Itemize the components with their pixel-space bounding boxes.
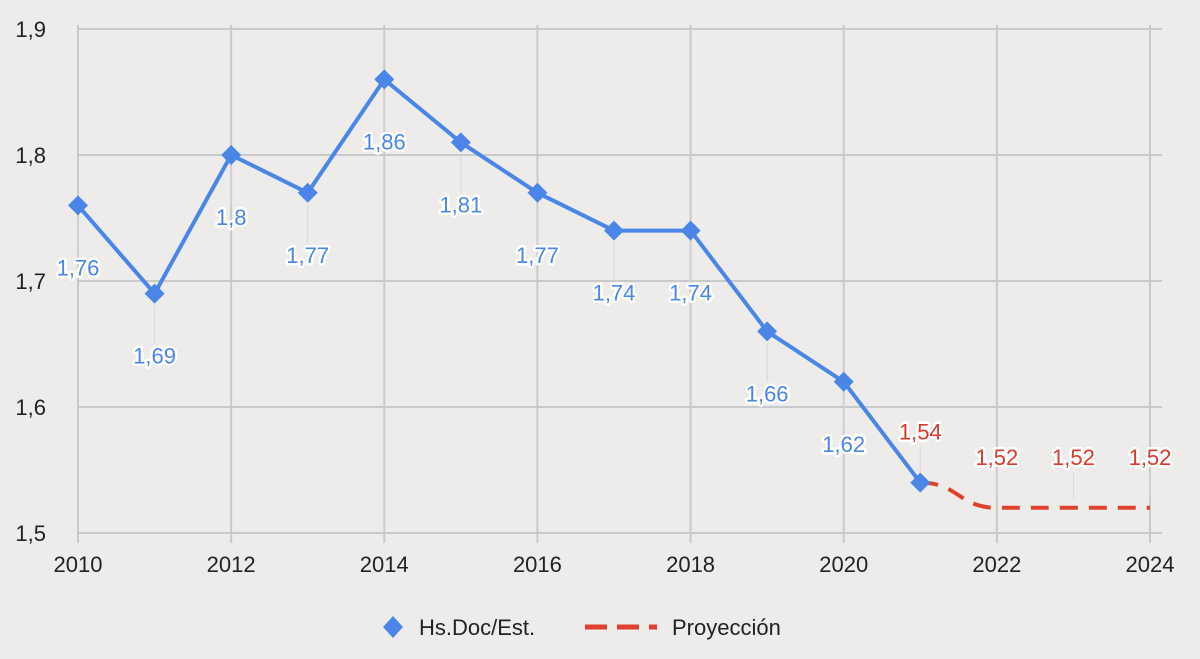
y-tick-label: 1,8 <box>15 143 46 168</box>
point-marker-actual <box>297 182 318 203</box>
legend-diamond-icon <box>383 616 403 638</box>
point-marker-actual <box>450 132 471 153</box>
point-marker-actual <box>144 283 165 304</box>
data-label-actual: 1,74 <box>669 281 712 306</box>
data-labels: 1,76 1,69 1,8 1,77 1,86 1,81 1,77 1,74 1,74 1,66 1… <box>54 127 1174 472</box>
legend-label-actual: Hs.Doc/Est. <box>419 615 535 640</box>
point-marker-actual <box>527 182 548 203</box>
y-tick-label: 1,5 <box>15 521 46 546</box>
point-marker-actual <box>757 321 778 342</box>
label-leader-lines <box>77 91 1151 498</box>
x-tick-label: 2020 <box>819 552 868 577</box>
data-label-projection: 1,54 <box>899 420 942 445</box>
data-label-actual: 1,77 <box>286 243 329 268</box>
data-label-actual: 1,74 <box>593 281 636 306</box>
data-label-actual: 1,77 <box>516 243 559 268</box>
data-label-projection: 1,52 <box>1052 445 1095 470</box>
x-tick-label: 2012 <box>207 552 256 577</box>
x-tick-label: 2016 <box>513 552 562 577</box>
point-marker-actual <box>680 220 701 241</box>
data-label-projection: 1,52 <box>1129 445 1172 470</box>
y-tick-label: 1,6 <box>15 395 46 420</box>
y-axis-ticks: 1,5 1,6 1,7 1,8 1,9 <box>15 17 46 546</box>
data-label-actual: 1,86 <box>363 129 406 154</box>
data-label-projection: 1,52 <box>975 445 1018 470</box>
grid-lines <box>77 25 1162 543</box>
x-tick-label: 2018 <box>666 552 715 577</box>
x-tick-label: 2022 <box>972 552 1021 577</box>
y-tick-label: 1,9 <box>15 17 46 42</box>
x-tick-label: 2024 <box>1126 552 1175 577</box>
legend-item-actual: Hs.Doc/Est. <box>383 615 535 640</box>
x-tick-label: 2010 <box>54 552 103 577</box>
x-axis-ticks: 2010 2012 2014 2016 2018 2020 2022 2024 <box>54 552 1175 577</box>
series-line-projection <box>920 480 1150 510</box>
series-line-actual <box>76 77 922 484</box>
point-marker-actual <box>68 195 88 216</box>
data-label-actual: 1,66 <box>746 381 789 406</box>
legend: Hs.Doc/Est. Proyección <box>383 615 781 640</box>
series-lines <box>76 77 1150 510</box>
x-tick-label: 2014 <box>360 552 409 577</box>
data-label-actual: 1,76 <box>57 255 100 280</box>
point-marker-actual <box>374 69 395 90</box>
data-label-actual: 1,81 <box>439 192 482 217</box>
point-marker-actual <box>833 371 854 392</box>
data-label-actual: 1,8 <box>216 205 247 230</box>
y-tick-label: 1,7 <box>15 269 46 294</box>
point-marker-actual <box>910 472 931 493</box>
point-marker-actual <box>604 220 624 241</box>
series-markers <box>68 69 931 493</box>
legend-item-projection: Proyección <box>585 615 781 640</box>
data-label-actual: 1,62 <box>822 432 865 457</box>
point-marker-actual <box>221 145 242 165</box>
data-label-actual: 1,69 <box>133 344 176 369</box>
legend-label-projection: Proyección <box>672 615 781 640</box>
